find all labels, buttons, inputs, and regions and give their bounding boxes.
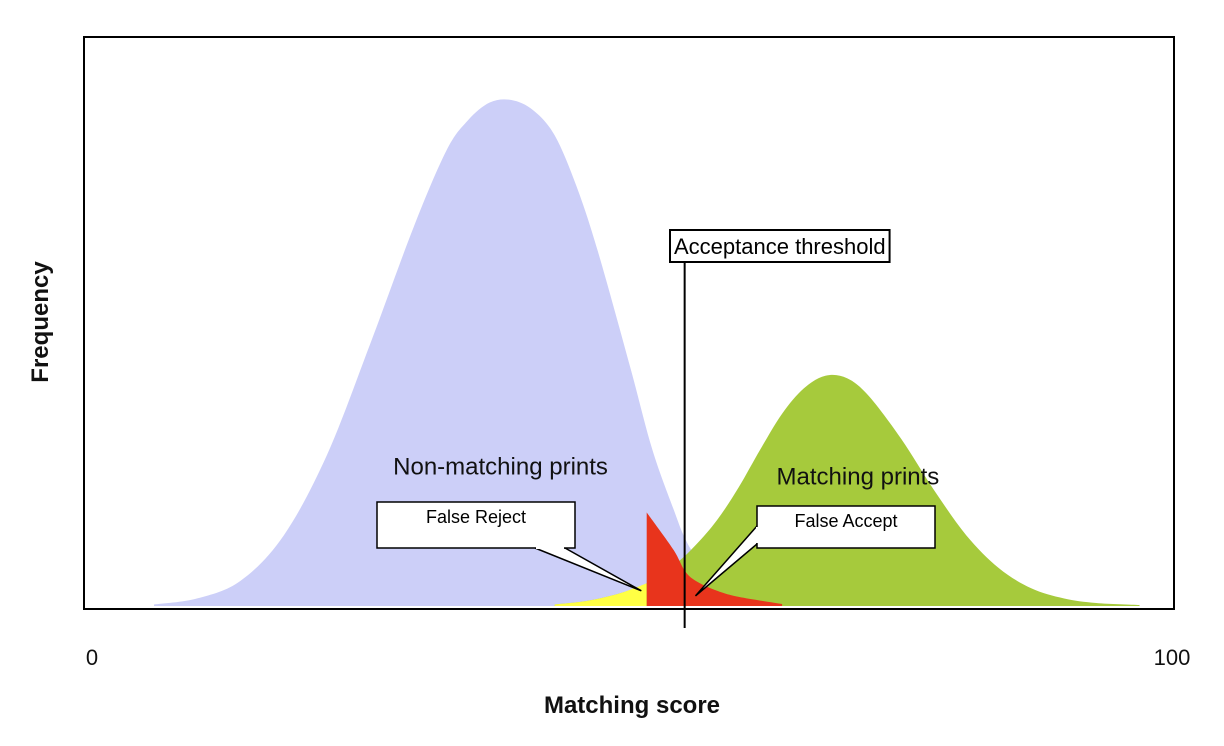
plot-frame	[83, 36, 1175, 610]
axis-layer: 0 100 Matching score Frequency	[27, 261, 1190, 719]
false-accept-callout-label: False Accept	[794, 511, 897, 531]
non-matching-prints-label: Non-matching prints	[393, 453, 608, 480]
threshold-label: Acceptance threshold	[674, 234, 886, 259]
false-accept-region	[646, 512, 783, 606]
false-reject-region	[554, 583, 647, 606]
series-non-matching-area	[154, 99, 783, 607]
y-axis-title: Frequency	[27, 261, 54, 383]
series-matching-area	[554, 374, 1140, 606]
label-layer: Non-matching prints Matching prints	[393, 453, 939, 490]
x-tick-label-0: 0	[86, 645, 98, 670]
false-reject-callout-label: False Reject	[426, 507, 526, 527]
false-accept-callout-box	[756, 505, 936, 549]
area-layer	[154, 99, 1140, 607]
x-axis-title: Matching score	[544, 692, 720, 719]
false-reject-callout-box	[376, 501, 576, 549]
threshold-layer: Acceptance threshold	[669, 229, 891, 628]
threshold-label-box	[669, 229, 891, 263]
matching-prints-label: Matching prints	[777, 464, 940, 491]
callout-layer: False Reject False Accept	[376, 501, 936, 597]
x-tick-label-100: 100	[1154, 645, 1191, 670]
